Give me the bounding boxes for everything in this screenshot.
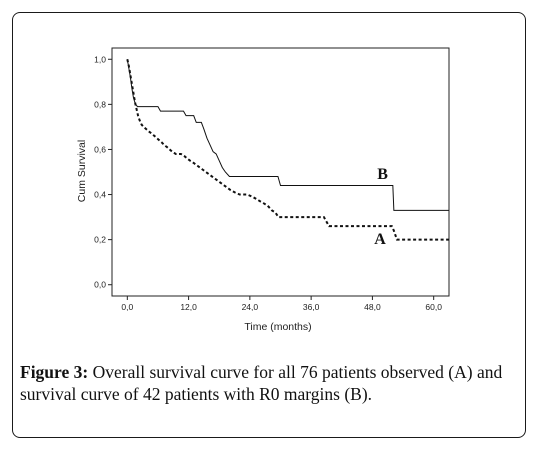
plot-area: [111, 47, 450, 297]
x-tick-label: 12,0: [180, 302, 197, 312]
y-tick-label: 0,6: [94, 144, 106, 154]
x-tick-label: 24,0: [242, 302, 259, 312]
caption-lead: Figure 3:: [20, 362, 89, 382]
figure-caption: Figure 3: Overall survival curve for all…: [20, 361, 525, 405]
figure-frame: [12, 12, 526, 438]
x-tick-label: 36,0: [303, 302, 320, 312]
y-tick-label: 1,0: [94, 54, 106, 64]
y-axis: 0,0 0,2 0,4 0,6 0,8 1,0: [94, 54, 112, 290]
series-group: AB: [126, 59, 449, 248]
y-axis-title: Cum Survival: [76, 140, 88, 202]
x-tick-label: 0,0: [121, 302, 133, 312]
y-tick-label: 0,0: [94, 280, 106, 290]
series-line-b: [126, 59, 449, 211]
x-tick-label: 48,0: [364, 302, 381, 312]
x-axis: 0,0 12,0 24,0 36,0 48,0 60,0: [121, 296, 442, 312]
series-label-a: A: [374, 231, 386, 248]
y-tick-label: 0,4: [94, 190, 106, 200]
y-tick-label: 0,8: [94, 99, 106, 109]
x-tick-label: 60,0: [425, 302, 442, 312]
x-axis-title: Time (months): [244, 321, 311, 333]
series-label-b: B: [377, 166, 388, 183]
y-tick-label: 0,2: [94, 235, 106, 245]
caption-text: Overall survival curve for all 76 patien…: [20, 362, 503, 404]
series-line-a: [126, 59, 449, 241]
